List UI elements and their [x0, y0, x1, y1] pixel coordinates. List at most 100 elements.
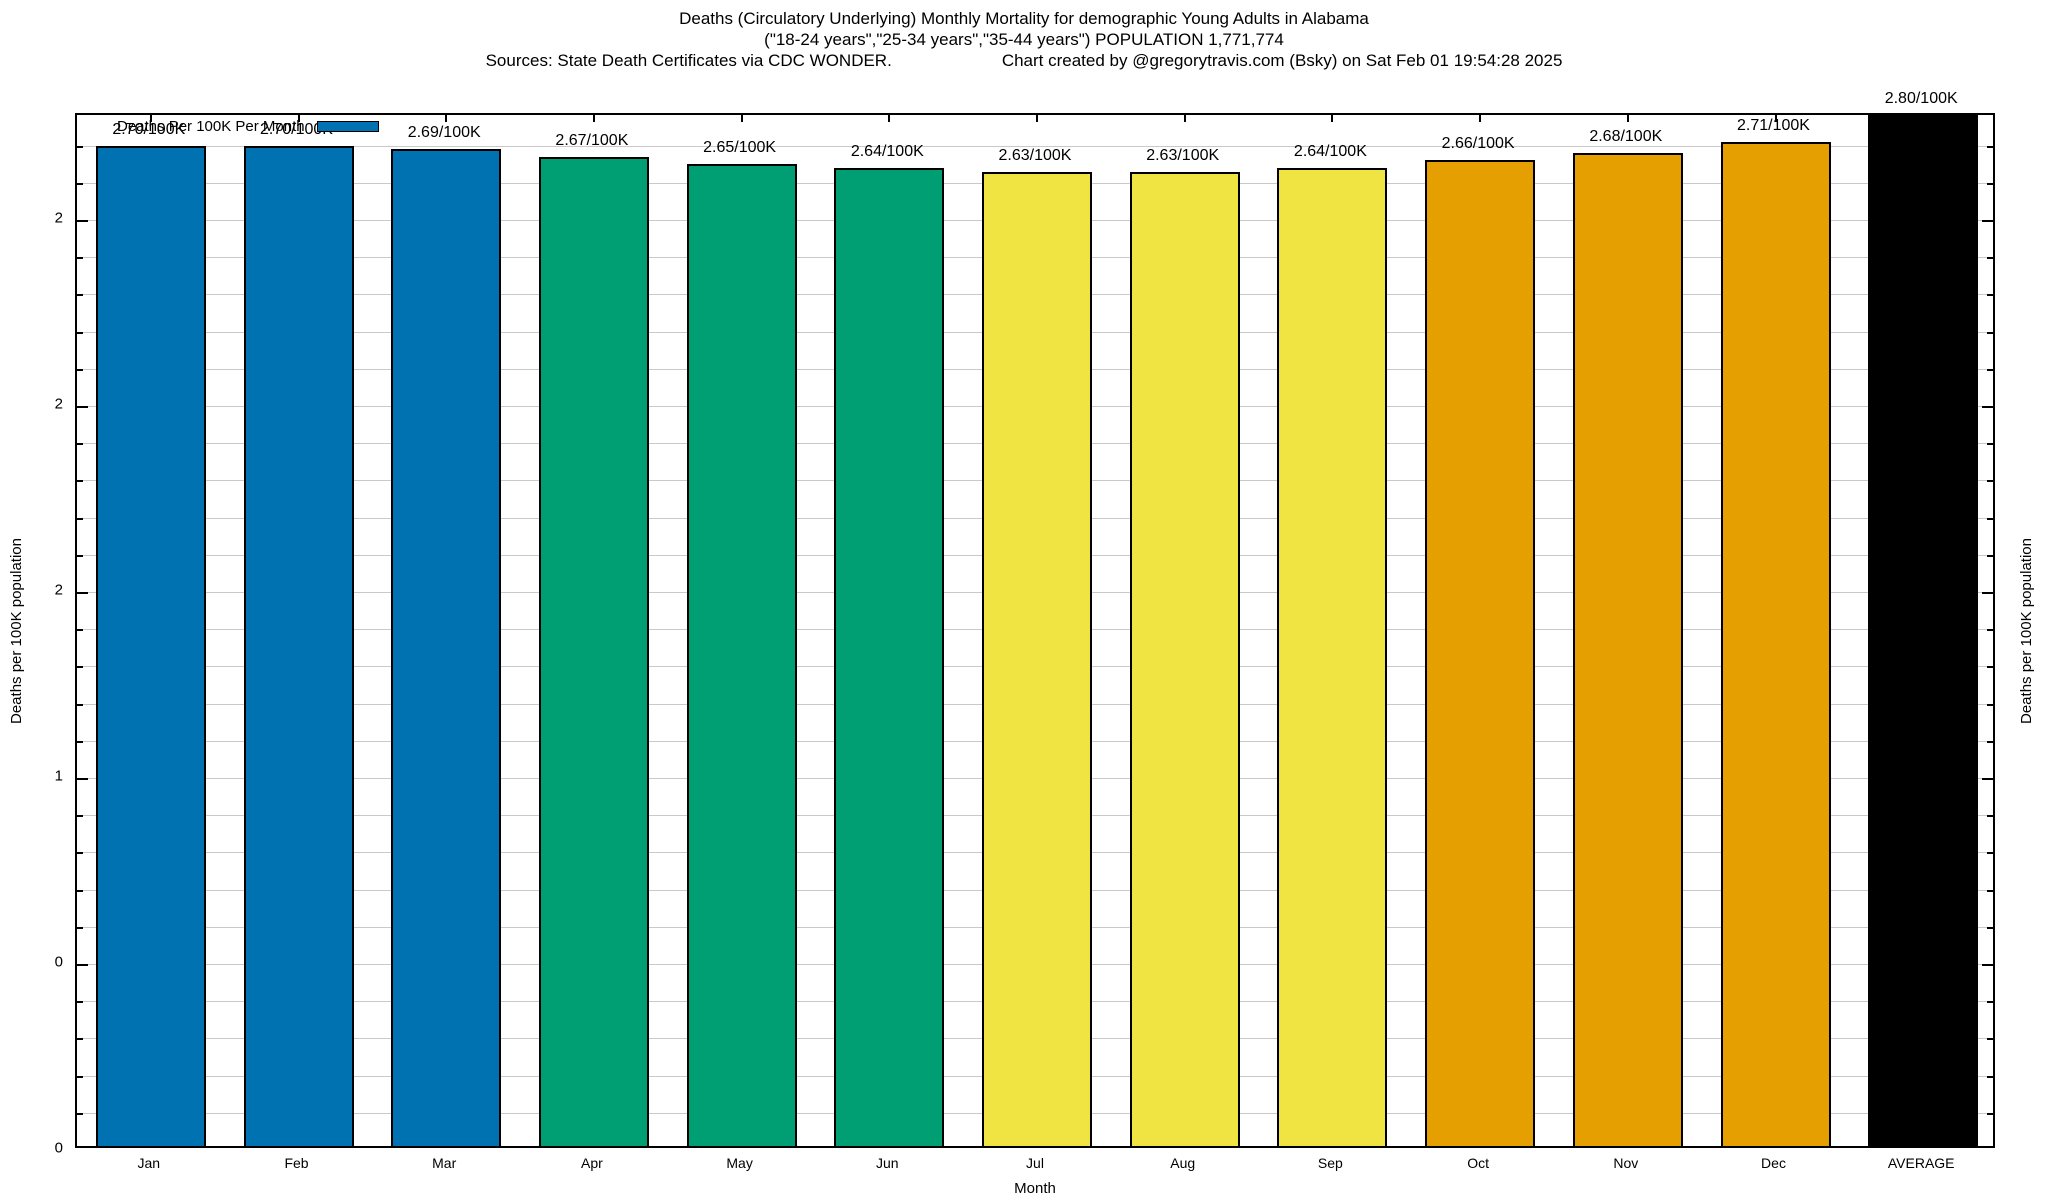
y-tick	[1987, 182, 1993, 185]
y-tick	[77, 964, 88, 966]
y-tick	[1987, 889, 1993, 892]
gridline	[77, 145, 1993, 147]
bar-may	[686, 164, 797, 1146]
y-tick	[77, 145, 83, 148]
bar-value-label-jan: 2.70/100K	[112, 120, 186, 138]
bar-oct	[1425, 160, 1536, 1146]
x-category-label-average: AVERAGE	[1887, 1155, 1955, 1171]
y-tick	[77, 294, 83, 297]
x-category-label-jan: Jan	[137, 1155, 161, 1171]
y-axis-title-left: Deaths per 100K population	[8, 537, 25, 724]
x-category-label-nov: Nov	[1613, 1155, 1639, 1171]
y-tick	[1982, 405, 1993, 408]
x-tick	[1183, 115, 1186, 122]
x-tick	[1774, 115, 1777, 122]
y-tick	[1987, 852, 1993, 855]
plot-area: Deaths Per 100K Per Month	[75, 113, 1995, 1148]
y-tick	[1987, 368, 1993, 371]
bar-value-label-dec: 2.71/100K	[1737, 116, 1810, 134]
bar-value-label-aug: 2.63/100K	[1146, 146, 1220, 164]
x-category-label-aug: Aug	[1170, 1155, 1196, 1171]
bar-aug	[1129, 171, 1240, 1146]
bar-value-label-jul: 2.63/100K	[998, 146, 1072, 164]
y-tick	[1987, 740, 1993, 743]
y-tick	[1987, 1001, 1993, 1004]
y-tick	[1982, 964, 1993, 966]
title-line-3: Sources: State Death Certificates via CD…	[0, 50, 2048, 71]
x-tick	[740, 115, 743, 122]
y-tick	[77, 331, 83, 334]
x-tick	[1331, 115, 1334, 122]
x-tick	[592, 115, 595, 122]
y-tick-label: 2	[54, 581, 63, 599]
bar-dec	[1720, 141, 1831, 1146]
y-tick	[77, 889, 83, 892]
bar-jul	[982, 171, 1092, 1146]
bar-value-label-nov: 2.68/100K	[1589, 127, 1663, 145]
y-tick	[77, 219, 88, 222]
legend-color-swatch-icon	[316, 121, 379, 132]
bar-layer	[77, 115, 1993, 1146]
bar-value-label-average: 2.80/100K	[1884, 90, 1958, 107]
x-category-label-jul: Jul	[1026, 1155, 1044, 1171]
bar-value-label-oct: 2.66/100K	[1441, 135, 1515, 153]
y-tick	[77, 517, 83, 520]
y-tick	[1987, 1038, 1993, 1041]
y-tick	[77, 740, 83, 743]
bar-value-label-apr: 2.67/100K	[555, 131, 629, 149]
y-tick	[1982, 778, 1993, 780]
bar-value-label-jun: 2.64/100K	[850, 142, 924, 160]
y-tick-label: 2	[54, 209, 63, 227]
y-tick	[77, 591, 88, 594]
x-tick	[1479, 115, 1482, 122]
x-tick	[1036, 115, 1038, 122]
x-tick	[297, 115, 300, 122]
bar-value-label-mar: 2.69/100K	[407, 124, 481, 142]
y-tick	[77, 1075, 83, 1078]
chart-legend: Deaths Per 100K Per Month	[117, 118, 379, 135]
x-category-label-may: May	[726, 1155, 753, 1171]
y-tick	[1987, 1112, 1993, 1115]
y-tick	[1982, 591, 1993, 594]
y-tick-label: 1	[54, 767, 63, 785]
y-tick	[1987, 703, 1993, 706]
y-tick	[77, 554, 83, 557]
y-tick	[1987, 926, 1993, 929]
credit-text: Chart created by @gregorytravis.com (Bsk…	[1001, 51, 1563, 70]
y-tick	[1987, 1075, 1993, 1078]
y-tick	[77, 368, 83, 371]
y-tick	[77, 1001, 83, 1004]
y-tick	[1987, 629, 1993, 632]
y-tick-label: 0	[54, 953, 63, 971]
x-category-label-dec: Dec	[1761, 1155, 1786, 1171]
y-tick	[77, 703, 83, 706]
y-tick	[77, 778, 88, 780]
y-tick-label: 0	[54, 1139, 63, 1157]
y-tick	[77, 480, 83, 483]
y-tick	[1987, 294, 1993, 297]
x-category-label-apr: Apr	[580, 1155, 603, 1171]
bar-jan	[95, 145, 206, 1146]
y-tick	[77, 182, 83, 185]
x-tick	[445, 115, 448, 122]
x-tick	[1626, 115, 1629, 122]
x-category-label-oct: Oct	[1467, 1155, 1489, 1171]
y-tick-label: 2	[54, 395, 63, 413]
x-category-label-sep: Sep	[1317, 1155, 1343, 1171]
y-tick	[1982, 219, 1993, 222]
bar-nov	[1572, 152, 1683, 1146]
bar-apr	[538, 156, 649, 1146]
chart-titles: Deaths (Circulatory Underlying) Monthly …	[0, 8, 2048, 71]
y-tick	[1987, 145, 1993, 148]
y-tick	[77, 405, 88, 408]
title-line-1: Deaths (Circulatory Underlying) Monthly …	[679, 9, 1369, 28]
y-tick	[77, 852, 83, 855]
bar-average	[1868, 115, 1979, 1146]
y-tick	[1987, 331, 1993, 334]
y-tick	[77, 629, 83, 632]
bar-mar	[391, 149, 502, 1146]
bar-value-label-feb: 2.70/100K	[260, 120, 333, 138]
bar-jun	[834, 167, 945, 1146]
y-tick	[1987, 257, 1993, 260]
